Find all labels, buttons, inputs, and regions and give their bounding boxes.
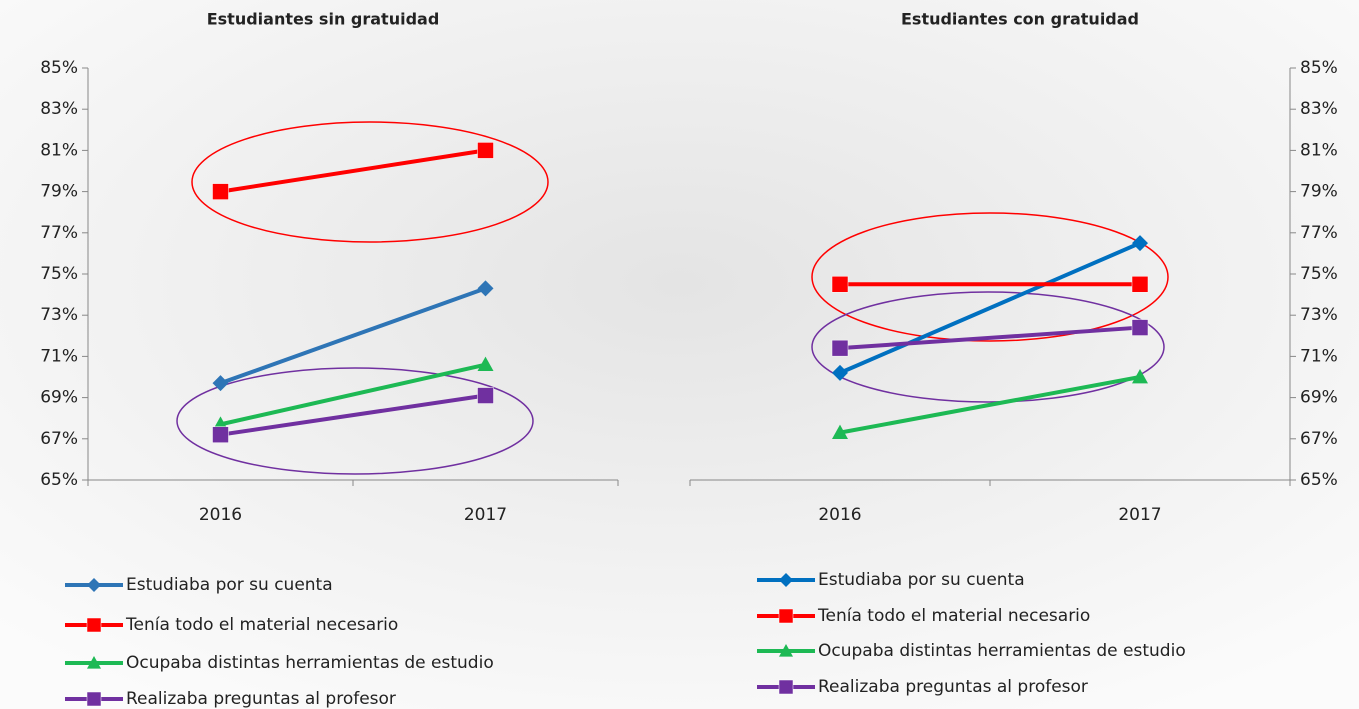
page: {"chart_data": [ {"type": "line", "title… bbox=[0, 0, 1359, 709]
y-tick-label: 77% bbox=[40, 223, 78, 243]
y-tick-label: 81% bbox=[40, 140, 78, 160]
marker-square bbox=[1132, 276, 1148, 292]
legend-label: Realizaba preguntas al profesor bbox=[126, 689, 396, 709]
legend-label: Estudiaba por su cuenta bbox=[818, 570, 1025, 590]
x-tick-label: 2017 bbox=[464, 505, 507, 525]
y-tick-label: 65% bbox=[1300, 470, 1338, 490]
x-tick-label: 2016 bbox=[818, 505, 861, 525]
chart-title: Estudiantes sin gratuidad bbox=[207, 10, 440, 29]
y-tick-label: 83% bbox=[40, 99, 78, 119]
marker-square bbox=[478, 388, 494, 404]
y-tick-label: 75% bbox=[1300, 264, 1338, 284]
legend-label: Realizaba preguntas al profesor bbox=[818, 677, 1088, 697]
y-tick-label: 65% bbox=[40, 470, 78, 490]
legend-label: Tenía todo el material necesario bbox=[125, 615, 398, 635]
chart: Estudiantes sin gratuidad 65% 67% 69% 71% 73%… bbox=[0, 0, 1359, 709]
y-tick-label: 83% bbox=[1300, 99, 1338, 119]
y-tick-label: 67% bbox=[40, 429, 78, 449]
marker-square bbox=[87, 618, 101, 632]
y-tick-label: 85% bbox=[40, 58, 78, 78]
y-tick-label: 69% bbox=[1300, 388, 1338, 408]
legend-label: Estudiaba por su cuenta bbox=[126, 575, 333, 595]
marker-square bbox=[832, 340, 848, 356]
legend-label: Tenía todo el material necesario bbox=[817, 606, 1090, 626]
legend-label: Ocupaba distintas herramientas de estudi… bbox=[818, 641, 1186, 661]
y-tick-label: 67% bbox=[1300, 429, 1338, 449]
y-tick-label: 73% bbox=[1300, 305, 1338, 325]
x-tick-label: 2016 bbox=[199, 505, 242, 525]
y-tick-label: 69% bbox=[40, 388, 78, 408]
marker-square bbox=[779, 680, 793, 694]
y-tick-label: 75% bbox=[40, 264, 78, 284]
marker-square bbox=[1132, 320, 1148, 336]
y-tick-label: 73% bbox=[40, 305, 78, 325]
y-tick-label: 71% bbox=[40, 346, 78, 366]
marker-square bbox=[87, 692, 101, 706]
chart-title: Estudiantes con gratuidad bbox=[901, 10, 1139, 29]
legend-label: Ocupaba distintas herramientas de estudi… bbox=[126, 653, 494, 673]
marker-square bbox=[213, 184, 229, 200]
y-tick-label: 81% bbox=[1300, 140, 1338, 160]
x-tick-label: 2017 bbox=[1118, 505, 1161, 525]
marker-square bbox=[213, 427, 229, 443]
marker-square bbox=[779, 609, 793, 623]
marker-square bbox=[832, 276, 848, 292]
y-tick-label: 79% bbox=[1300, 182, 1338, 202]
y-tick-label: 79% bbox=[40, 182, 78, 202]
marker-square bbox=[478, 142, 494, 158]
y-tick-label: 85% bbox=[1300, 58, 1338, 78]
y-tick-label: 71% bbox=[1300, 346, 1338, 366]
y-tick-label: 77% bbox=[1300, 223, 1338, 243]
background bbox=[0, 0, 1359, 709]
